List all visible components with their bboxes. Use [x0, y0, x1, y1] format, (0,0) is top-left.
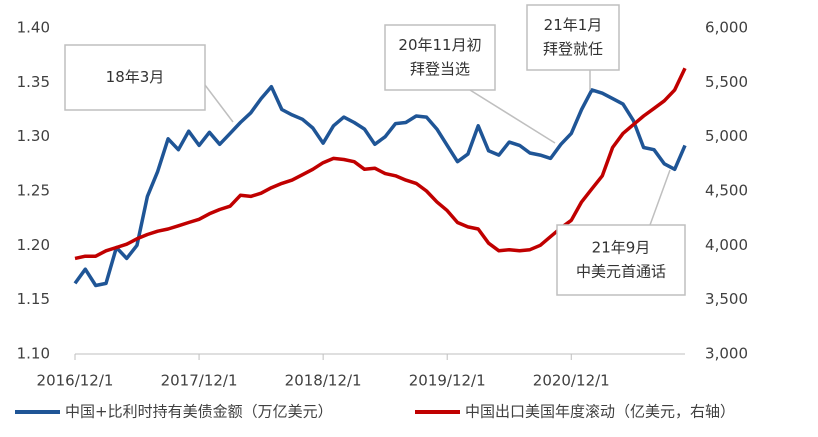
y2-tick-label: 4,500	[705, 182, 748, 200]
y-tick-label: 1.20	[17, 236, 50, 254]
y2-tick-label: 3,000	[705, 345, 748, 363]
annotation: 中美元首通话	[576, 263, 666, 281]
series-line	[73, 84, 687, 288]
annotation: 21年1月	[544, 16, 603, 34]
x-tick-label: 2016/12/1	[37, 372, 114, 390]
annotation: 21年9月	[592, 239, 651, 257]
callout-box	[384, 24, 496, 91]
y-tick-label: 1.30	[17, 127, 50, 145]
callout-pointer	[204, 84, 234, 123]
callout-box	[64, 44, 206, 111]
annotation: 拜登当选	[410, 60, 470, 78]
x-tick-label: 2019/12/1	[409, 372, 486, 390]
annotation: 18年3月	[106, 68, 165, 86]
y2-tick-label: 4,000	[705, 236, 748, 254]
series-line	[74, 67, 687, 261]
y2-tick-label: 5,500	[705, 73, 748, 91]
legend-label: 中国出口美国年度滚动（亿美元，右轴）	[465, 403, 735, 421]
legend-label: 中国+比利时持有美债金额（万亿美元）	[65, 403, 333, 421]
y-tick-label: 1.10	[17, 345, 50, 363]
callout-box	[556, 224, 686, 296]
x-tick-label: 2018/12/1	[285, 372, 362, 390]
annotation: 拜登就任	[543, 40, 603, 58]
y2-tick-label: 5,000	[705, 127, 748, 145]
x-tick-label: 2017/12/1	[161, 372, 238, 390]
y2-tick-label: 6,000	[705, 19, 748, 37]
x-tick-label: 2020/12/1	[533, 372, 610, 390]
y-tick-label: 1.40	[17, 19, 50, 37]
annotation: 20年11月初	[398, 36, 481, 54]
y-tick-label: 1.15	[17, 290, 50, 308]
y2-tick-label: 3,500	[705, 290, 748, 308]
y-tick-label: 1.25	[17, 182, 50, 200]
y-tick-label: 1.35	[17, 73, 50, 91]
callout-box	[526, 4, 620, 71]
callout-pointer	[649, 169, 671, 226]
callout-pointer	[469, 89, 556, 144]
